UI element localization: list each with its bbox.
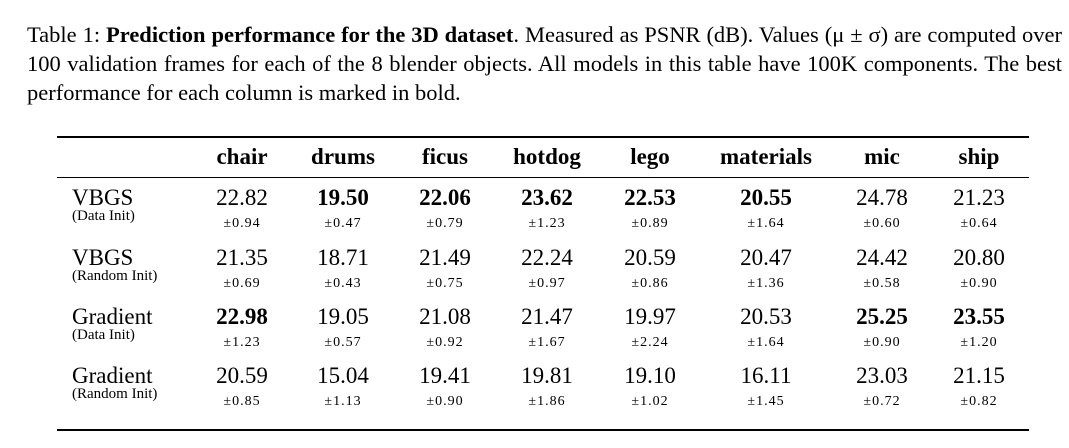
bottom-rule — [57, 429, 1029, 431]
psnr-mean: 23.55 — [953, 304, 1005, 329]
psnr-std: ±1.20 — [960, 335, 998, 350]
init-type: (Random Init) — [72, 386, 158, 402]
psnr-std: ±0.89 — [631, 216, 669, 231]
psnr-mean: 22.82 — [216, 185, 268, 210]
psnr-std: ±0.72 — [863, 394, 901, 409]
psnr-std: ±0.75 — [426, 276, 464, 291]
method-name: Gradient — [72, 304, 153, 329]
psnr-mean: 19.41 — [419, 363, 471, 388]
psnr-std: ±1.13 — [324, 394, 362, 409]
psnr-mean: 20.47 — [740, 245, 792, 270]
psnr-std: ±0.47 — [324, 216, 362, 231]
psnr-mean: 22.24 — [521, 245, 573, 270]
psnr-std: ±2.24 — [631, 335, 669, 350]
row-label: VBGS (Data Init) — [72, 185, 135, 225]
psnr-std: ±1.64 — [747, 216, 785, 231]
mid-rule — [57, 177, 1029, 178]
init-type: (Random Init) — [72, 268, 158, 284]
psnr-std: ±1.86 — [528, 394, 566, 409]
psnr-std: ±0.79 — [426, 216, 464, 231]
psnr-mean: 19.97 — [624, 304, 676, 329]
psnr-std: ±0.69 — [223, 276, 261, 291]
column-header-ship: ship — [958, 144, 1000, 169]
row-label: Gradient (Random Init) — [72, 363, 157, 403]
caption-text: . Measured as PSNR (dB). Values (μ ± σ) … — [27, 22, 1062, 105]
column-header-chair: chair — [216, 144, 268, 169]
method-name: Gradient — [72, 363, 153, 388]
psnr-std: ±0.90 — [960, 276, 998, 291]
psnr-std: ±1.45 — [747, 394, 785, 409]
psnr-std: ±0.58 — [863, 276, 901, 291]
psnr-mean: 20.80 — [953, 245, 1005, 270]
psnr-mean: 21.35 — [216, 245, 268, 270]
psnr-std: ±0.92 — [426, 335, 464, 350]
table-caption: Table 1: Prediction performance for the … — [27, 20, 1062, 107]
method-name: VBGS — [72, 245, 134, 270]
column-header-lego: lego — [630, 144, 670, 169]
psnr-std: ±1.23 — [528, 216, 566, 231]
psnr-std: ±1.36 — [747, 276, 785, 291]
psnr-std: ±0.86 — [631, 276, 669, 291]
psnr-std: ±0.94 — [223, 216, 261, 231]
top-rule — [57, 136, 1029, 138]
psnr-mean: 21.15 — [953, 363, 1005, 388]
column-header-drums: drums — [311, 144, 375, 169]
psnr-mean: 23.03 — [856, 363, 908, 388]
column-header-materials: materials — [720, 144, 812, 169]
column-header-ficus: ficus — [422, 144, 468, 169]
psnr-mean: 22.06 — [419, 185, 471, 210]
psnr-std: ±0.64 — [960, 216, 998, 231]
psnr-mean: 20.59 — [216, 363, 268, 388]
caption-title: Prediction performance for the 3D datase… — [106, 22, 514, 47]
psnr-mean: 15.04 — [317, 363, 369, 388]
init-type: (Data Init) — [72, 327, 135, 343]
psnr-mean: 24.78 — [856, 185, 908, 210]
psnr-std: ±0.43 — [324, 276, 362, 291]
psnr-std: ±0.82 — [960, 394, 998, 409]
psnr-mean: 19.50 — [317, 185, 369, 210]
psnr-std: ±0.90 — [863, 335, 901, 350]
psnr-std: ±0.90 — [426, 394, 464, 409]
psnr-std: ±0.85 — [223, 394, 261, 409]
psnr-std: ±0.57 — [324, 335, 362, 350]
psnr-mean: 19.81 — [521, 363, 573, 388]
psnr-mean: 23.62 — [521, 185, 573, 210]
psnr-std: ±1.67 — [528, 335, 566, 350]
psnr-mean: 19.05 — [317, 304, 369, 329]
psnr-mean: 20.53 — [740, 304, 792, 329]
caption-label: Table 1: — [27, 22, 101, 47]
psnr-mean: 25.25 — [856, 304, 908, 329]
init-type: (Data Init) — [72, 208, 135, 224]
psnr-std: ±0.60 — [863, 216, 901, 231]
psnr-std: ±0.97 — [528, 276, 566, 291]
psnr-mean: 22.98 — [216, 304, 268, 329]
psnr-mean: 22.53 — [624, 185, 676, 210]
column-header-mic: mic — [864, 144, 900, 169]
psnr-std: ±1.64 — [747, 335, 785, 350]
psnr-mean: 20.55 — [740, 185, 792, 210]
psnr-mean: 21.23 — [953, 185, 1005, 210]
psnr-mean: 21.08 — [419, 304, 471, 329]
psnr-std: ±1.02 — [631, 394, 669, 409]
row-label: VBGS (Random Init) — [72, 245, 157, 285]
psnr-mean: 21.49 — [419, 245, 471, 270]
psnr-mean: 18.71 — [317, 245, 369, 270]
column-header-hotdog: hotdog — [513, 144, 581, 169]
psnr-std: ±1.23 — [223, 335, 261, 350]
psnr-mean: 20.59 — [624, 245, 676, 270]
psnr-mean: 24.42 — [856, 245, 908, 270]
row-label: Gradient (Data Init) — [72, 304, 152, 344]
psnr-mean: 19.10 — [624, 363, 676, 388]
psnr-mean: 21.47 — [521, 304, 573, 329]
method-name: VBGS — [72, 185, 134, 210]
psnr-mean: 16.11 — [740, 363, 792, 388]
